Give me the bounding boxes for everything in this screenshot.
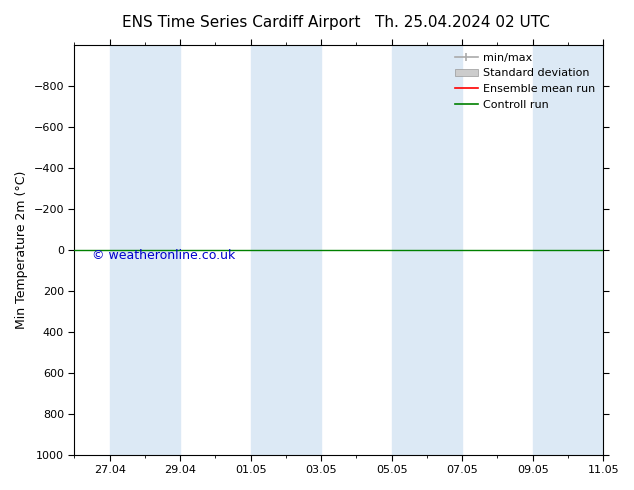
Bar xyxy=(392,45,462,455)
Text: © weatheronline.co.uk: © weatheronline.co.uk xyxy=(92,249,235,263)
Y-axis label: Min Temperature 2m (°C): Min Temperature 2m (°C) xyxy=(15,171,28,329)
Bar xyxy=(110,45,180,455)
Legend: min/max, Standard deviation, Ensemble mean run, Controll run: min/max, Standard deviation, Ensemble me… xyxy=(451,49,600,114)
Text: Th. 25.04.2024 02 UTC: Th. 25.04.2024 02 UTC xyxy=(375,15,550,30)
Text: ENS Time Series Cardiff Airport: ENS Time Series Cardiff Airport xyxy=(122,15,360,30)
Bar xyxy=(250,45,321,455)
Bar xyxy=(533,45,603,455)
